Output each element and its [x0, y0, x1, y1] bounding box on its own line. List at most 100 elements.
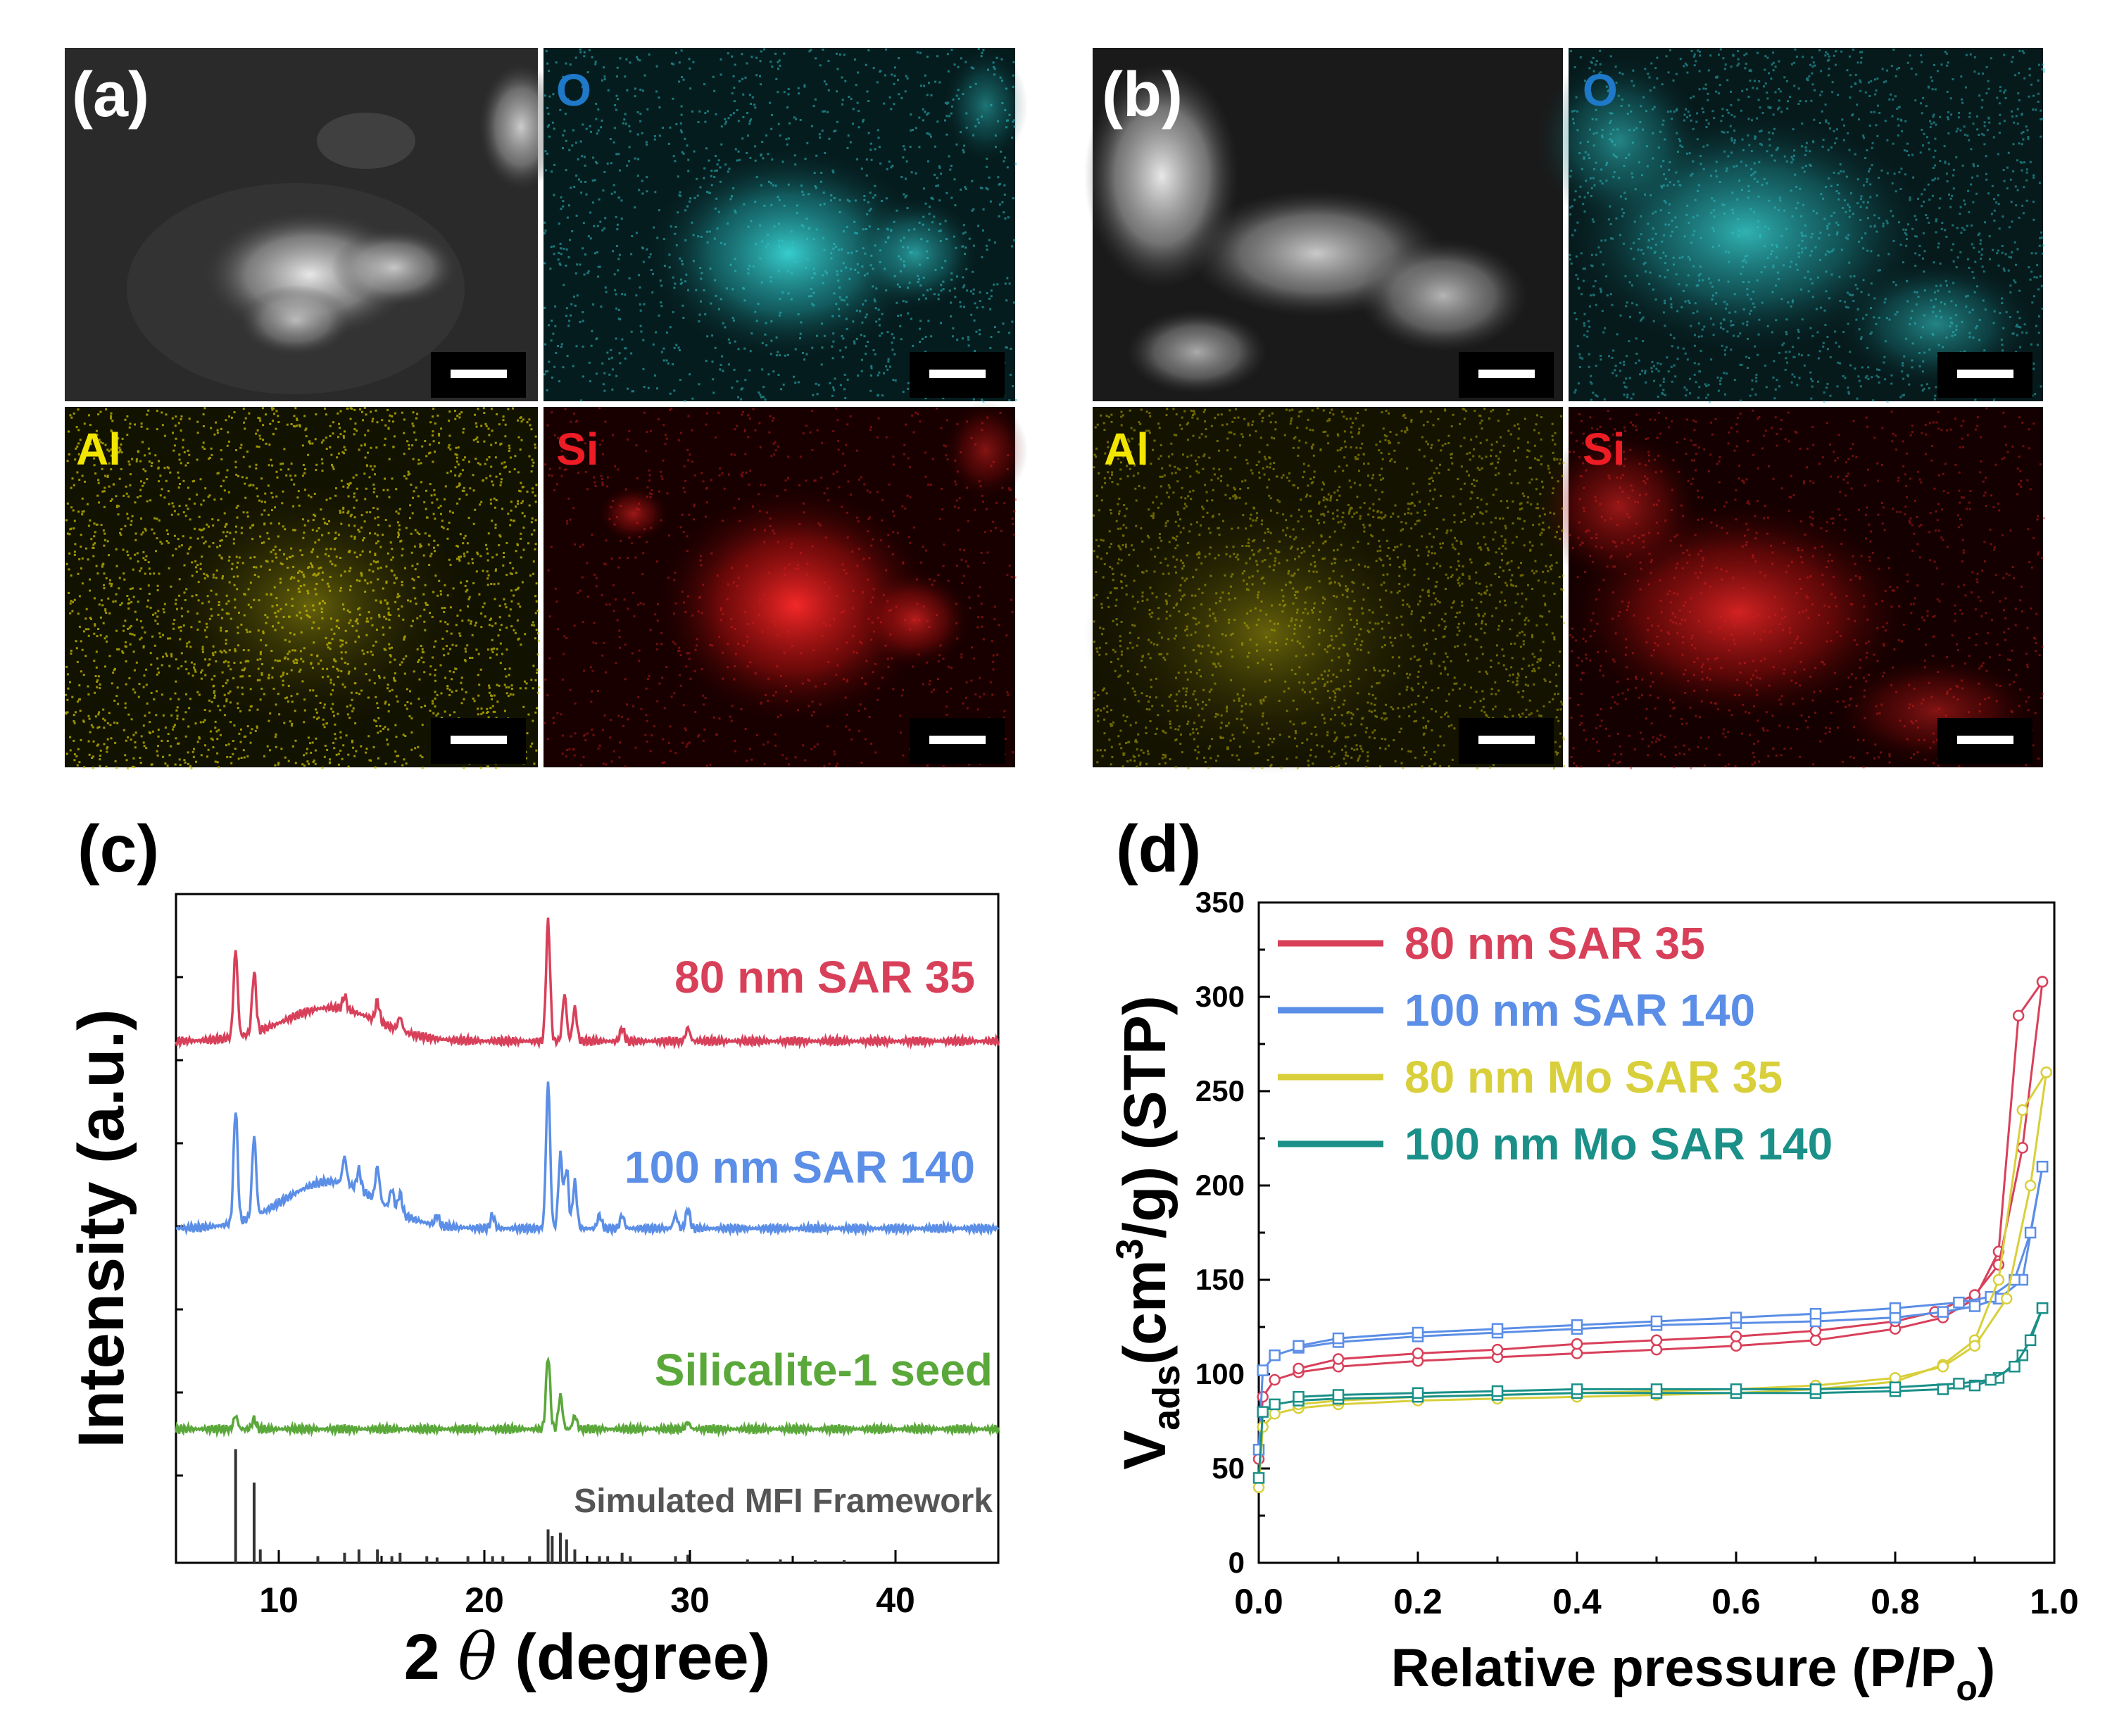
panel-d-data-point — [1650, 1334, 1663, 1347]
panel-d-data-point — [1332, 1332, 1345, 1345]
panel-b-si-map — [1535, 407, 2043, 767]
panel-c-y-axis-label: Intensity (a.u.) — [65, 1009, 137, 1448]
panel-d-data-point — [2024, 1334, 2037, 1347]
panel-d-x-tick-label: 0.4 — [1552, 1582, 1602, 1621]
panel-a-scale-bars — [431, 352, 1005, 764]
eds-speckle — [1569, 48, 2045, 403]
panel-d-data-point — [1269, 1408, 1281, 1420]
panel-a-si-label: Si — [556, 424, 598, 474]
panel-d-data-point — [1985, 1373, 1997, 1386]
panel-d-data-point — [1571, 1319, 1583, 1331]
panel-b: (b) O Al Si — [1084, 48, 2045, 774]
panel-d-x-tick-label: 1.0 — [2030, 1582, 2079, 1621]
panel-d-data-point — [2036, 976, 2049, 988]
panel-d-y-tick-label: 150 — [1195, 1263, 1245, 1296]
panel-a-si-map — [543, 401, 1028, 767]
eds-speckle — [543, 48, 1017, 403]
panel-d-data-point — [1252, 1472, 1265, 1484]
panel-d-data-point — [1889, 1302, 1902, 1314]
panel-d-data-point — [1809, 1325, 1822, 1337]
panel-d-data-point — [1252, 1481, 1265, 1494]
panel-d-x-tick-label: 0.2 — [1393, 1582, 1443, 1621]
panel-d-data-point — [1491, 1323, 1504, 1335]
panel-d-data-point — [1257, 1406, 1269, 1418]
panel-d-data-point — [2040, 1066, 2052, 1078]
panel-a: (a) O Al Si — [65, 48, 1028, 769]
panel-d-legend-label: 100 nm SAR 140 — [1405, 985, 1755, 1036]
panel-d-data-point — [1937, 1306, 1949, 1318]
panel-d-data-point — [1992, 1273, 2005, 1286]
panel-d-data-point — [1269, 1349, 1281, 1361]
panel-c-x-axis-label: 2 θ (degree) — [404, 1619, 771, 1694]
panel-d-data-point — [1491, 1385, 1504, 1397]
panel-d-data-point — [1809, 1383, 1822, 1395]
panel-d-data-point — [1412, 1347, 1424, 1359]
panel-a-label: (a) — [72, 60, 149, 130]
panel-d-data-point — [1809, 1334, 1822, 1347]
panel-c-reference-label: Simulated MFI Framework — [574, 1483, 993, 1520]
panel-d-label: (d) — [1116, 812, 1201, 886]
panel-d-data-point — [1293, 1390, 1305, 1403]
panel-d-y-tick-label: 300 — [1195, 980, 1245, 1013]
panel-d-data-point — [1293, 1340, 1305, 1352]
panel-c-x-tick-label: 30 — [670, 1580, 710, 1620]
panel-d-data-point — [1889, 1372, 1902, 1384]
panel-d-data-point — [1937, 1361, 1949, 1373]
panel-b-scale-bars — [1459, 352, 2032, 764]
panel-d-data-point — [1269, 1398, 1281, 1411]
panel-b-al-label: Al — [1104, 424, 1149, 474]
panel-d-data-point — [1889, 1312, 1902, 1323]
panel-d-data-point — [1650, 1343, 1663, 1356]
panel-c-series-line — [175, 917, 1000, 1050]
panel-d-data-point — [1650, 1383, 1663, 1395]
panel-d-x-tick-label: 0.6 — [1711, 1582, 1761, 1621]
panel-d-data-point — [1650, 1315, 1663, 1328]
panel-b-o-label: O — [1583, 65, 1618, 115]
panel-d-data-point — [1730, 1331, 1742, 1342]
panel-d-x-axis-label: Relative pressure (P/Po) — [1391, 1638, 1995, 1708]
panel-a-o-map — [543, 48, 1028, 401]
panel-d-data-point — [1730, 1312, 1742, 1323]
panel-d-data-point — [1257, 1390, 1269, 1403]
panel-c-series-label: 100 nm SAR 140 — [624, 1142, 975, 1193]
eds-speckle — [1093, 407, 1565, 769]
panel-d-y-tick-label: 0 — [1229, 1546, 1245, 1579]
panel-d-data-point — [1953, 1296, 1965, 1309]
panel-d-y-tick-label: 50 — [1212, 1452, 1245, 1485]
panel-d-data-point — [2000, 1292, 2013, 1305]
panel-d-data-point — [1953, 1378, 1965, 1390]
panel-d-data-point — [1491, 1343, 1504, 1356]
panel-d-data-point — [1571, 1383, 1583, 1395]
panel-d-y-tick-label: 100 — [1195, 1357, 1245, 1390]
panel-d-y-tick-label: 250 — [1195, 1074, 1245, 1107]
panel-d-y-tick-label: 200 — [1195, 1169, 1245, 1202]
panel-d-data-point — [1889, 1381, 1902, 1394]
panel-a-al-label: Al — [76, 424, 121, 474]
panel-d-data-point — [1571, 1347, 1583, 1359]
panel-d-data-point — [1269, 1373, 1281, 1386]
panel-d-data-point — [1809, 1307, 1822, 1320]
panel-d-data-point — [2036, 1302, 2049, 1314]
panel-d-data-point — [1332, 1389, 1345, 1401]
panel-d-data-point — [2024, 1179, 2037, 1192]
panel-d-y-axis-label: Vads(cm3/g) (STP) — [1109, 995, 1188, 1470]
panel-d-legend-label: 80 nm SAR 35 — [1405, 918, 1705, 969]
panel-d-legend-label: 100 nm Mo SAR 140 — [1405, 1119, 1833, 1169]
panel-c-series-line — [175, 1356, 1000, 1438]
panel-d-data-point — [1968, 1300, 1981, 1312]
panel-b-label: (b) — [1102, 60, 1183, 130]
panel-c-label: (c) — [77, 812, 159, 886]
panel-d-isotherm-chart: (d) 0.0 0.2 0.4 0.6 0.8 1.0 0 50 100 150 200 250 300… — [1109, 812, 2079, 1708]
panel-c-series-label: 80 nm SAR 35 — [674, 952, 975, 1002]
panel-d-data-point — [1730, 1340, 1742, 1352]
panel-b-si-label: Si — [1583, 424, 1625, 474]
panel-c-x-tick-label: 10 — [259, 1580, 299, 1620]
panel-d-data-point — [1412, 1326, 1424, 1339]
panel-d-x-tick-label: 0.8 — [1871, 1582, 1920, 1621]
panel-c-series-line — [175, 1081, 1000, 1238]
panel-d-data-point — [1730, 1383, 1742, 1395]
panel-d-y-tick-label: 350 — [1195, 886, 1245, 919]
panel-d-desorption-line — [1298, 1166, 2044, 1347]
panel-d-data-point — [2009, 1361, 2021, 1373]
